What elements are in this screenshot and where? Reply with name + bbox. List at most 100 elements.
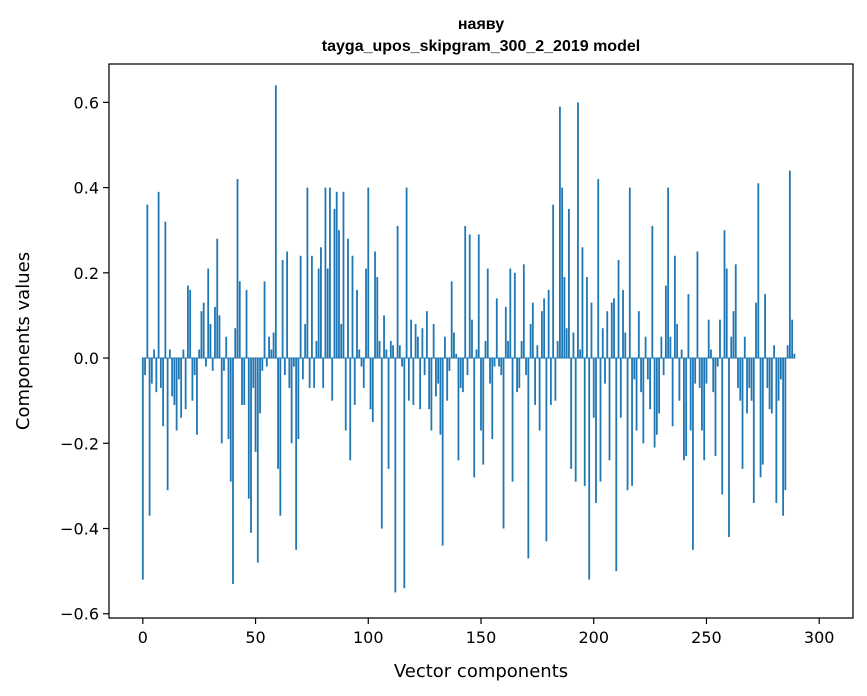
bar-150 xyxy=(480,358,482,431)
bar-47 xyxy=(247,358,250,499)
bar-65 xyxy=(288,358,291,388)
x-tick-label: 100 xyxy=(353,628,384,647)
bar-4 xyxy=(150,358,153,384)
bar-134 xyxy=(444,336,446,359)
chart-subtitle: tayga_upos_skipgram_300_2_2019 model xyxy=(322,38,640,55)
bar-244 xyxy=(692,358,694,550)
bar-139 xyxy=(455,353,458,359)
bar-213 xyxy=(622,289,624,359)
bar-210 xyxy=(615,358,618,572)
bar-249 xyxy=(703,358,706,461)
bar-245 xyxy=(694,358,697,384)
bar-194 xyxy=(579,349,582,359)
bar-17 xyxy=(180,358,183,418)
bar-105 xyxy=(378,341,381,359)
bar-52 xyxy=(259,358,261,414)
bar-142 xyxy=(462,358,464,393)
bar-18 xyxy=(182,349,185,359)
bar-102 xyxy=(371,358,374,422)
bar-256 xyxy=(719,319,721,359)
bar-250 xyxy=(705,358,708,384)
bar-2 xyxy=(146,204,149,359)
bar-207 xyxy=(608,358,611,461)
bar-212 xyxy=(619,358,622,418)
bar-271 xyxy=(752,358,755,503)
bar-49 xyxy=(252,358,255,388)
bar-284 xyxy=(782,358,785,516)
bar-38 xyxy=(227,358,230,440)
bar-231 xyxy=(662,358,665,376)
bar-156 xyxy=(493,358,496,367)
y-tick-label: 0.6 xyxy=(74,93,99,112)
bar-163 xyxy=(509,268,512,359)
y-axis-ticks: −0.6 −0.4 −0.2 0.0 0.2 0.4 0.6 xyxy=(60,93,109,624)
bar-126 xyxy=(425,311,428,359)
bar-108 xyxy=(385,349,388,359)
bar-149 xyxy=(477,234,480,359)
bar-143 xyxy=(464,225,467,359)
bar-13 xyxy=(171,358,174,397)
bar-173 xyxy=(531,302,534,359)
bar-183 xyxy=(554,358,557,401)
bar-28 xyxy=(205,358,207,367)
bar-225 xyxy=(649,358,651,410)
bar-74 xyxy=(308,358,311,388)
y-tick-label: −0.6 xyxy=(60,605,99,624)
bar-62 xyxy=(281,260,284,359)
bar-39 xyxy=(229,358,232,482)
bar-25 xyxy=(198,349,201,359)
bar-287 xyxy=(788,170,791,359)
bar-189 xyxy=(568,208,570,359)
bar-167 xyxy=(518,358,521,388)
bar-274 xyxy=(759,358,762,478)
y-axis-label: Components values xyxy=(13,252,34,430)
bar-152 xyxy=(484,341,487,359)
bar-176 xyxy=(538,358,541,431)
bar-288 xyxy=(791,319,794,359)
bar-185 xyxy=(559,106,561,359)
bar-127 xyxy=(428,358,431,410)
bar-81 xyxy=(324,187,327,359)
bar-206 xyxy=(606,311,609,359)
bar-209 xyxy=(613,298,615,359)
bar-3 xyxy=(148,358,151,516)
y-tick-label: 0.0 xyxy=(74,349,99,368)
bar-19 xyxy=(184,358,187,410)
bar-199 xyxy=(590,302,593,359)
bar-70 xyxy=(299,255,302,359)
bar-266 xyxy=(741,358,744,469)
bar-99 xyxy=(365,268,367,359)
bar-11 xyxy=(166,358,169,491)
bar-170 xyxy=(525,358,527,376)
bar-114 xyxy=(398,345,401,359)
bar-219 xyxy=(635,358,638,431)
bar-66 xyxy=(290,358,293,444)
bar-166 xyxy=(516,358,518,393)
bar-226 xyxy=(651,225,654,359)
bar-14 xyxy=(173,358,176,405)
bar-259 xyxy=(725,268,728,359)
bar-57 xyxy=(270,349,273,359)
bar-59 xyxy=(274,85,277,359)
bar-216 xyxy=(628,187,631,359)
bar-218 xyxy=(633,358,636,380)
bar-36 xyxy=(223,358,225,371)
bar-227 xyxy=(653,358,656,448)
bar-55 xyxy=(265,358,268,367)
bar-270 xyxy=(750,358,753,401)
bar-138 xyxy=(453,332,455,359)
bar-141 xyxy=(459,358,462,388)
bar-89 xyxy=(342,191,345,359)
bar-258 xyxy=(723,230,726,359)
x-tick-label: 250 xyxy=(691,628,722,647)
bar-195 xyxy=(581,247,584,359)
bar-285 xyxy=(784,358,787,491)
bar-112 xyxy=(394,358,397,593)
bar-58 xyxy=(272,332,275,359)
bar-140 xyxy=(457,358,460,461)
bar-119 xyxy=(410,319,413,359)
bar-234 xyxy=(669,336,672,359)
bar-76 xyxy=(313,358,316,388)
bar-9 xyxy=(162,358,165,427)
bar-46 xyxy=(245,289,248,359)
